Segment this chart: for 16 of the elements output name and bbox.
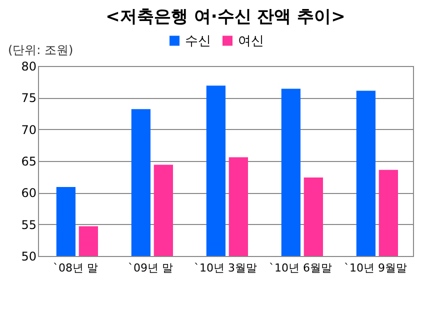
- x-tick-label: `09년 말: [128, 262, 173, 274]
- legend-label: 여신: [238, 34, 264, 49]
- x-tick-label: `10년 3월말: [194, 262, 257, 274]
- text: (단위: 조원): [8, 43, 74, 57]
- y-tick-label: 75: [21, 91, 36, 106]
- legend-label: 수신: [185, 34, 211, 49]
- x-tick-label: `10년 9월말: [344, 262, 407, 274]
- y-tick-label: 80: [21, 60, 36, 74]
- y-tick-label: 50: [21, 250, 36, 264]
- y-tick-label: 65: [21, 154, 36, 168]
- chart-title: <저축은행 여·수신 잔액 추이>: [106, 7, 346, 27]
- y-tick-label: 70: [21, 122, 36, 137]
- y-tick-label: 60: [21, 186, 36, 200]
- x-tick-label: `10년 6월말: [269, 262, 332, 274]
- y-tick-label: 55: [21, 218, 36, 232]
- x-tick-label: `08년 말: [53, 262, 98, 274]
